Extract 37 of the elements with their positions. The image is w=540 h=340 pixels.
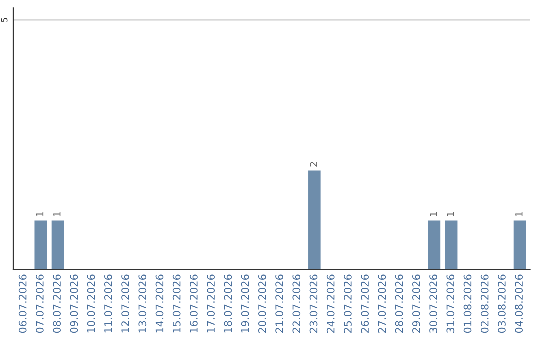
- x-tick-label: 15.07.2026: [172, 274, 181, 333]
- data-label: 1: [447, 212, 454, 216]
- x-tick-label: 28.07.2026: [395, 274, 404, 334]
- x-tick-label: 29.07.2026: [412, 274, 420, 334]
- x-tick-label: 22.07.2026: [292, 274, 301, 334]
- data-label: 1: [516, 212, 523, 216]
- y-tick-label: 5: [2, 18, 8, 22]
- x-tick-label: 30.07.2026: [430, 274, 438, 333]
- x-tick-label: 31.07.2026: [446, 274, 455, 333]
- x-tick-label: 24.07.2026: [326, 274, 335, 334]
- x-tick-label: 13.07.2026: [138, 274, 147, 333]
- x-tick-label: 12.07.2026: [122, 274, 130, 333]
- data-label: 1: [36, 212, 44, 216]
- x-tick-label: 23.07.2026: [310, 274, 318, 334]
- x-tick-label: 01.08.2026: [464, 274, 472, 334]
- x-tick-label: 21.07.2026: [276, 274, 284, 334]
- x-tick-label: 09.07.2026: [70, 274, 78, 334]
- x-tick-label: 17.07.2026: [207, 274, 216, 333]
- x-tick-label: 10.07.2026: [87, 274, 96, 333]
- x-tick-label: 06.07.2026: [18, 274, 27, 334]
- x-tick-label: 27.07.2026: [378, 274, 386, 334]
- x-tick-label: 03.08.2026: [498, 274, 506, 334]
- x-tick-label: 16.07.2026: [190, 274, 198, 333]
- x-tick-label: 07.07.2026: [36, 274, 44, 334]
- data-label: 1: [54, 212, 61, 216]
- x-tick-label: 04.08.2026: [515, 274, 524, 334]
- x-tick-label: 18.07.2026: [224, 274, 232, 333]
- x-tick-label: 26.07.2026: [361, 274, 370, 334]
- x-tick-label: 02.08.2026: [480, 274, 489, 334]
- x-tick-label: 08.07.2026: [53, 274, 62, 334]
- data-label: 1: [430, 212, 438, 216]
- data-label: 2: [310, 162, 318, 167]
- x-tick-label: 20.07.2026: [258, 274, 266, 334]
- x-tick-label: 25.07.2026: [344, 274, 352, 334]
- x-tick-label: 14.07.2026: [156, 274, 164, 333]
- x-tick-label: 11.07.2026: [104, 274, 112, 333]
- x-tick-label: 19.07.2026: [241, 274, 250, 333]
